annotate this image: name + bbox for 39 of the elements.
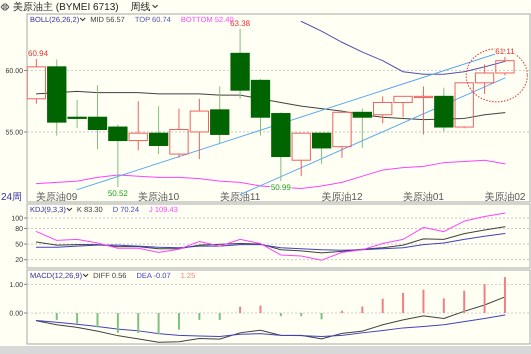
x-tick-label: 美原油10 bbox=[138, 191, 180, 203]
bar bbox=[463, 290, 466, 314]
candlestick bbox=[210, 86, 230, 145]
annotation: 60.94 bbox=[28, 48, 49, 58]
candlestick bbox=[128, 100, 148, 151]
x-tick-label: 美原油02 bbox=[484, 191, 526, 203]
x-tick-label: 美原油12 bbox=[321, 191, 363, 203]
bar bbox=[178, 313, 180, 330]
bar bbox=[340, 310, 343, 314]
annotation: 50.52 bbox=[108, 189, 128, 198]
bar bbox=[320, 313, 323, 320]
chart-subtitle: 周线 bbox=[130, 1, 151, 13]
bar bbox=[484, 284, 486, 314]
bar bbox=[442, 298, 445, 314]
bar bbox=[259, 306, 262, 314]
bar bbox=[116, 313, 119, 333]
bar bbox=[158, 313, 160, 334]
bar bbox=[239, 306, 242, 314]
text: 24周 bbox=[1, 192, 22, 203]
bar bbox=[218, 313, 221, 320]
bar bbox=[280, 313, 282, 316]
bar bbox=[361, 306, 364, 314]
bar bbox=[56, 313, 58, 320]
chart-title: 美原油主 (BYMEI 6713) bbox=[13, 1, 119, 13]
candlestick bbox=[352, 108, 372, 148]
bar bbox=[96, 313, 98, 328]
candlestick bbox=[148, 106, 168, 155]
bar bbox=[402, 292, 404, 314]
bar bbox=[300, 313, 302, 316]
candlestick bbox=[434, 87, 454, 132]
x-tick-label: 美原油09 bbox=[36, 191, 78, 203]
bar bbox=[504, 277, 506, 314]
x-tick-label: 美原油11 bbox=[220, 191, 261, 203]
bar bbox=[382, 298, 384, 314]
bar bbox=[422, 290, 424, 314]
bar bbox=[137, 313, 140, 333]
bar bbox=[76, 313, 78, 324]
bar bbox=[198, 313, 200, 320]
x-tick-label: 美原油01 bbox=[402, 191, 444, 203]
